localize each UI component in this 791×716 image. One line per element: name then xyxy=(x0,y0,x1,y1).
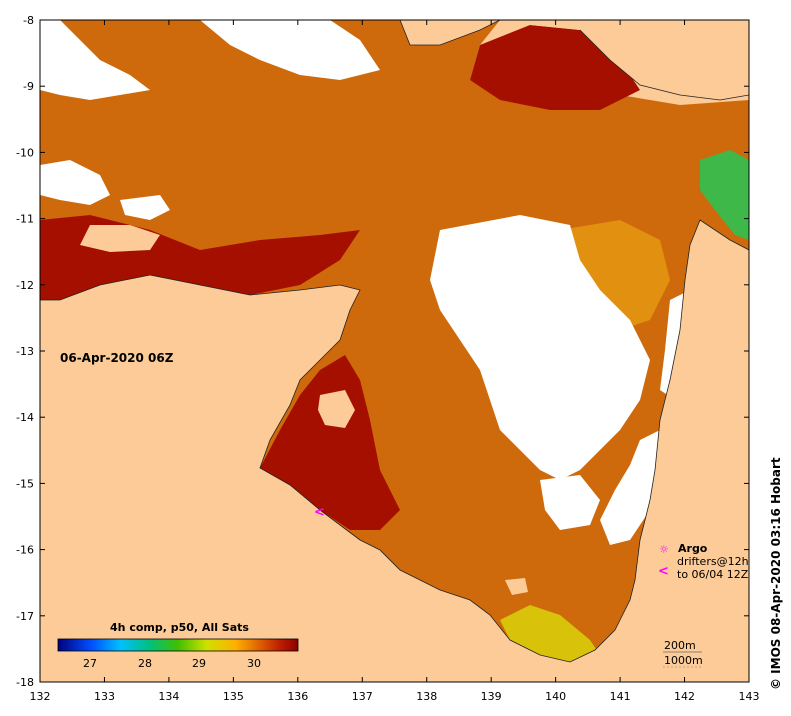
platform-legend: ☼ Argo drifters@12h < to 06/04 12Z xyxy=(658,542,749,581)
depth-200m-label: 200m xyxy=(664,639,696,652)
y-tick-label: -15 xyxy=(16,477,34,490)
colorbar-gradient xyxy=(57,638,299,652)
colorbar-tick-30: 30 xyxy=(247,657,261,670)
cloud-gap-west xyxy=(40,160,110,205)
colorbar-tick-29: 29 xyxy=(192,657,206,670)
cloud-gap-north xyxy=(200,20,380,80)
y-tick-label: -10 xyxy=(16,146,34,159)
depth-legend: 200m 1000m xyxy=(663,639,703,668)
land-wellesley-island xyxy=(505,578,528,595)
coastline xyxy=(40,20,749,663)
y-tick-label: -9 xyxy=(23,80,34,93)
colorbar-title: 4h comp, p50, All Sats xyxy=(110,621,249,634)
cloud-gap-west2 xyxy=(120,195,170,220)
sst-field-hot-south xyxy=(260,355,400,530)
x-tick-label: 138 xyxy=(416,690,437,703)
argo-icon: ☼ xyxy=(659,543,669,556)
land-melville-island xyxy=(80,225,160,252)
drifter-icon: < xyxy=(658,564,669,579)
y-tick-label: -12 xyxy=(16,279,34,292)
depth-1000m-label: 1000m xyxy=(664,654,703,667)
y-tick-label: -17 xyxy=(16,610,34,623)
date-label: 06-Apr-2020 06Z xyxy=(60,351,174,365)
drifters-sub-label: to 06/04 12Z xyxy=(677,568,749,581)
colorbar-tick-28: 28 xyxy=(138,657,152,670)
colorbar-tick-27: 27 xyxy=(83,657,97,670)
drifter-marker: < xyxy=(314,505,325,520)
y-tick-label: -14 xyxy=(16,411,34,424)
sst-field-green-east xyxy=(700,150,749,240)
colorbar: 4h comp, p50, All Sats 27 28 29 30 xyxy=(57,621,299,670)
cloud-gap-central xyxy=(430,215,650,480)
argo-label: Argo xyxy=(678,542,708,555)
credit-label: © IMOS 08-Apr-2020 03:16 Hobart xyxy=(769,457,783,690)
x-tick-label: 134 xyxy=(158,690,179,703)
x-tick-label: 140 xyxy=(545,690,566,703)
y-tick-label: -11 xyxy=(16,213,34,226)
y-tick-label: -13 xyxy=(16,345,34,358)
x-axis: 132 133 134 135 136 137 138 139 140 141 142 143 xyxy=(30,20,760,703)
sst-field-yellow-se xyxy=(500,605,600,662)
sst-field-mid-east xyxy=(560,220,670,330)
y-tick-label: -16 xyxy=(16,544,34,557)
x-tick-label: 142 xyxy=(674,690,695,703)
y-tick-label: -8 xyxy=(23,14,34,27)
x-tick-label: 133 xyxy=(94,690,115,703)
x-tick-label: 139 xyxy=(481,690,502,703)
x-tick-label: 141 xyxy=(610,690,631,703)
land-australia xyxy=(40,220,749,682)
cloud-gap-nw xyxy=(40,20,150,100)
x-tick-label: 143 xyxy=(739,690,760,703)
x-tick-label: 135 xyxy=(223,690,244,703)
x-tick-label: 136 xyxy=(287,690,308,703)
y-tick-label: -18 xyxy=(16,676,34,689)
x-tick-label: 132 xyxy=(30,690,51,703)
y-axis: -8 -9 -10 -11 -12 -13 -14 -15 -16 -17 -18 xyxy=(16,14,749,689)
cloud-gap-southeast xyxy=(540,475,600,530)
cloud-gap-east xyxy=(600,430,665,545)
drifters-label: drifters@12h xyxy=(677,555,749,568)
x-tick-label: 137 xyxy=(352,690,373,703)
land-new-guinea xyxy=(400,20,749,100)
land-groote-eylandt xyxy=(318,390,355,428)
